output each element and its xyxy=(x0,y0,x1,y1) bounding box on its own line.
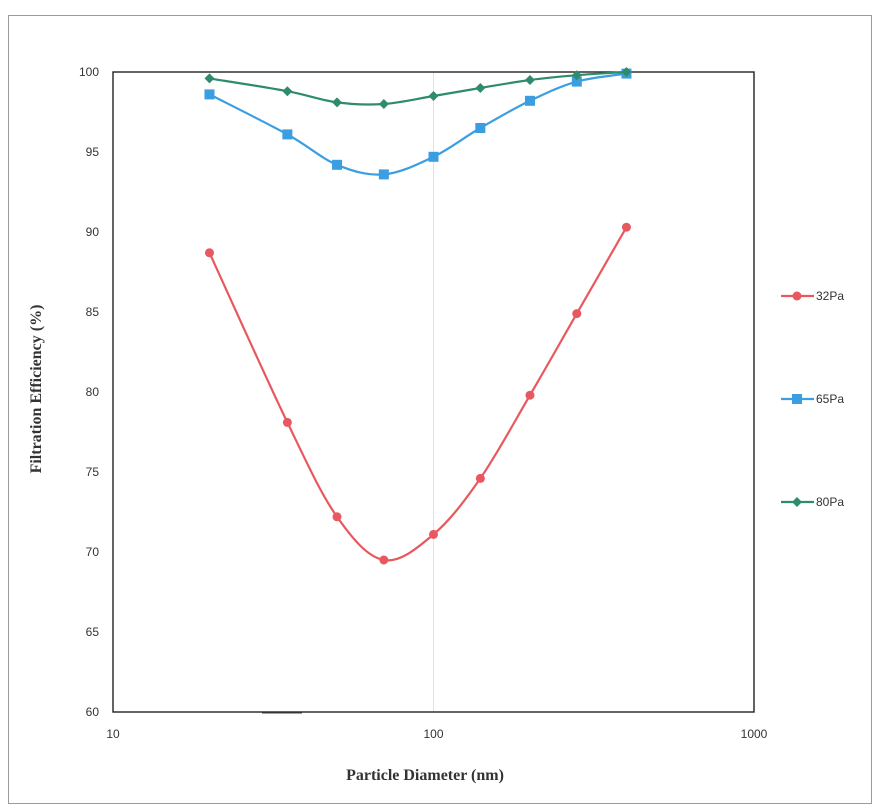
y-tick-label: 75 xyxy=(86,465,100,479)
plot-area xyxy=(112,71,755,713)
data-point-32pa xyxy=(621,222,631,232)
data-point-80pa xyxy=(475,83,486,93)
x-tick-label: 10 xyxy=(106,727,120,741)
legend-item-65pa: 65Pa xyxy=(781,392,844,406)
data-point-65pa xyxy=(571,76,582,87)
data-point-80pa xyxy=(282,86,293,97)
y-tick-label: 100 xyxy=(79,65,99,79)
data-point-80pa xyxy=(571,70,582,81)
data-point-32pa xyxy=(475,473,485,483)
series-line-80pa xyxy=(209,70,627,106)
y-axis-title: Filtration Efficiency (%) xyxy=(28,305,45,474)
data-point-32pa xyxy=(282,417,292,427)
data-point-65pa xyxy=(378,169,389,180)
data-point-32pa xyxy=(429,529,438,539)
series-group xyxy=(204,67,632,565)
data-point-80pa xyxy=(332,97,343,108)
legend: 32Pa 65Pa 80Pa xyxy=(781,289,844,509)
data-point-80pa xyxy=(621,67,632,77)
data-point-65pa xyxy=(475,123,486,133)
data-point-32pa xyxy=(379,555,389,565)
y-tick-label: 90 xyxy=(86,225,100,239)
series-32pa xyxy=(204,222,631,565)
y-tick-label: 95 xyxy=(86,145,100,159)
legend-label-65pa: 65Pa xyxy=(816,392,844,406)
data-point-65pa xyxy=(524,95,535,106)
x-tick-labels: 10 100 1000 xyxy=(106,727,767,741)
data-point-32pa xyxy=(525,390,535,400)
legend-marker-80pa xyxy=(792,497,802,507)
data-point-80pa xyxy=(204,73,215,84)
legend-label-32pa: 32Pa xyxy=(816,289,844,303)
y-tick-label: 80 xyxy=(86,385,100,399)
data-point-32pa xyxy=(332,512,342,522)
series-65pa xyxy=(204,68,632,180)
y-tick-label: 65 xyxy=(86,625,100,639)
chart-frame xyxy=(8,15,872,804)
legend-label-80pa: 80Pa xyxy=(816,495,844,509)
data-point-32pa xyxy=(204,248,214,258)
x-tick-label: 1000 xyxy=(741,727,768,741)
legend-item-80pa: 80Pa xyxy=(781,495,844,509)
y-tick-label: 85 xyxy=(86,305,100,319)
legend-marker-65pa xyxy=(792,394,802,404)
x-tick-label: 100 xyxy=(423,727,443,741)
legend-marker-32pa xyxy=(792,291,802,301)
legend-item-32pa: 32Pa xyxy=(781,289,844,303)
data-point-80pa xyxy=(428,91,439,101)
data-point-65pa xyxy=(282,129,293,140)
data-point-32pa xyxy=(572,309,582,319)
x-axis-title: Particle Diameter (nm) xyxy=(346,767,504,784)
y-tick-label: 70 xyxy=(86,545,100,559)
data-point-80pa xyxy=(524,75,535,85)
data-point-65pa xyxy=(428,151,439,162)
series-line-32pa xyxy=(208,226,628,562)
y-tick-labels: 60 65 70 75 80 85 90 95 100 xyxy=(79,65,99,719)
series-80pa xyxy=(204,67,632,109)
data-point-80pa xyxy=(378,99,389,109)
data-point-65pa xyxy=(204,89,215,100)
data-point-65pa xyxy=(332,159,343,170)
y-tick-label: 60 xyxy=(86,705,100,719)
